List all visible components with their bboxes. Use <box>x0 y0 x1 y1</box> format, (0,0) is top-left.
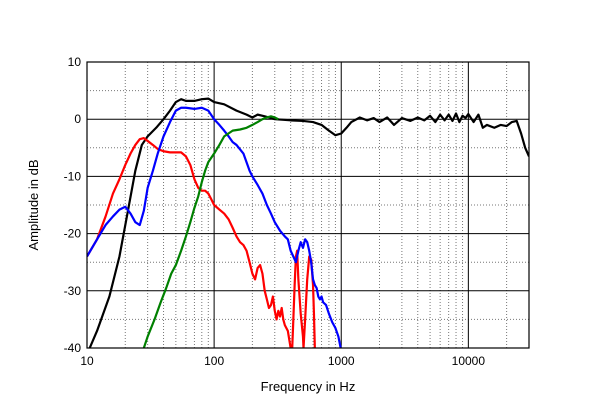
x-tick-label: 10000 <box>452 354 486 368</box>
y-axis-label: Amplitude in dB <box>26 159 41 250</box>
x-axis-label: Frequency in Hz <box>261 379 356 394</box>
series-line-3 <box>87 106 342 348</box>
series-line-4 <box>142 115 279 348</box>
y-tick-label: -20 <box>64 227 82 241</box>
x-tick-label: 100 <box>204 354 224 368</box>
series-line-2 <box>87 136 316 348</box>
y-tick-label: -30 <box>64 284 82 298</box>
series-layer <box>87 97 529 348</box>
y-tick-label: 10 <box>68 55 82 69</box>
series-line-1 <box>88 97 529 348</box>
plot-frame <box>86 61 530 349</box>
major-grid <box>87 62 529 348</box>
x-tick-label: 1000 <box>328 354 355 368</box>
y-tick-label: -40 <box>64 341 82 355</box>
x-tick-label: 10 <box>80 354 94 368</box>
y-tick-label: -10 <box>64 169 82 183</box>
y-tick-label: 0 <box>74 112 81 126</box>
